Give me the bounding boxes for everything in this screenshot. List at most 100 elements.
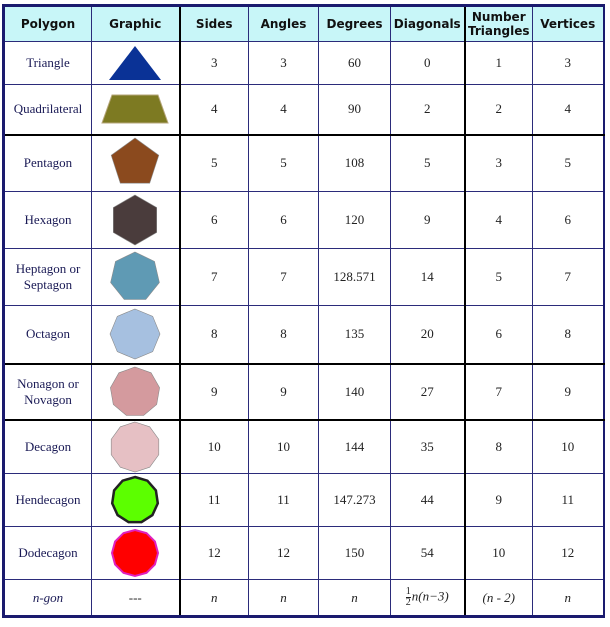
diagonals-cell: 14 xyxy=(390,248,465,306)
vertices-cell: 11 xyxy=(532,473,604,527)
graphic-cell xyxy=(91,418,180,474)
dodecagon-icon xyxy=(111,528,160,578)
vertices-cell: 9 xyxy=(532,362,604,420)
angles-cell: 4 xyxy=(248,84,319,135)
header-number-triangles: Number Triangles xyxy=(463,5,533,42)
ngon-vertices: n xyxy=(532,579,604,617)
vertices-cell: 7 xyxy=(532,248,604,306)
degrees-cell: 147.273 xyxy=(318,473,391,527)
sides-cell: 5 xyxy=(178,133,249,192)
triangles-cell: 10 xyxy=(463,526,533,580)
triangles-cell: 5 xyxy=(463,248,533,306)
polygon-name: Octagon xyxy=(3,305,92,364)
triangles-cell: 6 xyxy=(463,305,533,364)
table-row: Octagon 8 8 135 20 6 8 xyxy=(3,305,604,364)
angles-cell: 9 xyxy=(248,362,319,420)
table-row: Heptagon or Septagon 7 7 128.571 14 5 7 xyxy=(3,248,604,306)
diagonals-cell: 27 xyxy=(390,362,465,420)
angles-cell: 3 xyxy=(248,41,319,85)
ngon-diagonals: 1 2 n(n−3) xyxy=(390,579,465,617)
polygon-name: Nonagon or Novagon xyxy=(3,362,92,420)
triangles-cell: 9 xyxy=(463,473,533,527)
polygon-name: Dodecagon xyxy=(3,526,92,580)
table-row: Quadrilateral 4 4 90 2 2 4 xyxy=(3,84,604,135)
sides-cell: 10 xyxy=(178,418,249,474)
angles-cell: 11 xyxy=(248,473,319,527)
table-row: Dodecagon 12 12 150 54 10 12 xyxy=(3,526,604,580)
degrees-cell: 90 xyxy=(318,84,391,135)
header-graphic: Graphic xyxy=(91,5,180,42)
vertices-cell: 8 xyxy=(532,305,604,364)
header-row: Polygon Graphic Sides Angles Degrees Dia… xyxy=(3,5,604,42)
trapezoid-icon xyxy=(101,94,169,124)
hendecagon-icon xyxy=(111,475,160,524)
header-angles: Angles xyxy=(248,5,319,42)
table-row: Decagon 10 10 144 35 8 10 xyxy=(3,418,604,474)
angles-cell: 8 xyxy=(248,305,319,364)
polygon-name: Hexagon xyxy=(3,191,92,249)
angles-cell: 7 xyxy=(248,248,319,306)
table-row: Hendecagon 11 11 147.273 44 9 11 xyxy=(3,473,604,527)
diagonals-cell: 44 xyxy=(390,473,465,527)
pentagon-icon xyxy=(111,137,160,184)
diagonals-cell: 0 xyxy=(390,41,465,85)
sides-cell: 7 xyxy=(178,248,249,306)
header-polygon: Polygon xyxy=(3,5,92,42)
triangles-cell: 4 xyxy=(463,191,533,249)
ngon-sides: n xyxy=(178,579,249,617)
fraction-denominator: 2 xyxy=(405,597,411,608)
triangles-cell: 8 xyxy=(463,418,533,474)
ngon-angles: n xyxy=(248,579,319,617)
degrees-cell: 120 xyxy=(318,191,391,249)
polygon-name: Decagon xyxy=(3,418,92,474)
angles-cell: 5 xyxy=(248,133,319,192)
sides-cell: 6 xyxy=(178,191,249,249)
polygon-name: Triangle xyxy=(3,41,92,85)
degrees-cell: 150 xyxy=(318,526,391,580)
triangles-cell: 1 xyxy=(463,41,533,85)
hexagon-icon xyxy=(113,194,158,246)
vertices-cell: 12 xyxy=(532,526,604,580)
graphic-cell xyxy=(91,526,180,580)
graphic-cell xyxy=(91,248,180,306)
triangles-cell: 2 xyxy=(463,84,533,135)
degrees-cell: 128.571 xyxy=(318,248,391,306)
header-sides: Sides xyxy=(178,5,249,42)
vertices-cell: 4 xyxy=(532,84,604,135)
fraction-numerator: 1 xyxy=(405,586,411,598)
polygon-name: Hendecagon xyxy=(3,473,92,527)
table-row: Hexagon 6 6 120 9 4 6 xyxy=(3,191,604,249)
header-degrees: Degrees xyxy=(318,5,391,42)
nonagon-icon xyxy=(110,366,161,416)
vertices-cell: 3 xyxy=(532,41,604,85)
sides-cell: 12 xyxy=(178,526,249,580)
ngon-triangles: (n - 2) xyxy=(463,579,533,617)
table-row-ngon: n-gon --- n n n 1 2 n(n−3) (n - 2) n xyxy=(3,579,604,617)
vertices-cell: 5 xyxy=(532,133,604,192)
sides-cell: 9 xyxy=(178,362,249,420)
vertices-cell: 6 xyxy=(532,191,604,249)
angles-cell: 6 xyxy=(248,191,319,249)
ngon-graphic: --- xyxy=(91,579,180,617)
sides-cell: 4 xyxy=(178,84,249,135)
sides-cell: 3 xyxy=(178,41,249,85)
sides-cell: 8 xyxy=(178,305,249,364)
header-vertices: Vertices xyxy=(532,5,604,42)
polygon-name: Pentagon xyxy=(3,133,92,192)
polygon-name: Quadrilateral xyxy=(3,84,92,135)
sides-cell: 11 xyxy=(178,473,249,527)
diagonals-cell: 2 xyxy=(390,84,465,135)
degrees-cell: 135 xyxy=(318,305,391,364)
table-row: Pentagon 5 5 108 5 3 5 xyxy=(3,133,604,192)
degrees-cell: 140 xyxy=(318,362,391,420)
diagonals-cell: 5 xyxy=(390,133,465,192)
graphic-cell xyxy=(91,133,180,192)
diagonals-cell: 9 xyxy=(390,191,465,249)
graphic-cell xyxy=(91,41,180,85)
graphic-cell xyxy=(91,305,180,364)
angles-cell: 10 xyxy=(248,418,319,474)
triangles-cell: 7 xyxy=(463,362,533,420)
degrees-cell: 60 xyxy=(318,41,391,85)
diagonals-formula: n(n−3) xyxy=(411,588,449,604)
header-diagonals: Diagonals xyxy=(390,5,465,42)
